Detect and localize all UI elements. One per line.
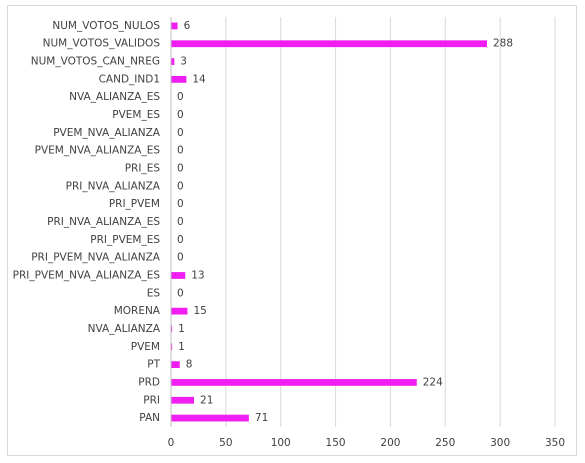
- y-tick-label: PRI_ES: [125, 163, 161, 175]
- x-tick-label: 50: [219, 437, 232, 449]
- data-label: 21: [200, 394, 213, 406]
- data-label: 0: [177, 180, 184, 192]
- bar: [171, 414, 249, 422]
- data-label: 8: [186, 359, 193, 371]
- y-tick-label: PVEM_NVA_ALIANZA_ES: [35, 145, 161, 157]
- data-label: 0: [177, 145, 184, 157]
- bar: [171, 307, 188, 315]
- data-label: 1: [178, 341, 185, 353]
- y-tick-label: CAND_IND1: [99, 73, 160, 85]
- x-tick-label: 150: [326, 437, 346, 449]
- chart-border: [7, 5, 577, 456]
- bar: [171, 22, 178, 30]
- y-tick-label: PRI_NVA_ALIANZA: [66, 180, 161, 192]
- y-tick-label: PRD: [138, 376, 160, 388]
- data-label: 13: [191, 269, 204, 281]
- bar: [171, 396, 195, 404]
- x-tick-label: 350: [545, 437, 565, 449]
- bar: [171, 343, 173, 351]
- bar: [171, 379, 417, 386]
- y-tick-label: PRI_PVEM_ES: [90, 234, 160, 246]
- x-tick-label: 200: [380, 437, 400, 449]
- y-tick-label: PRI_NVA_ALIANZA_ES: [47, 216, 160, 228]
- data-label: 14: [192, 73, 206, 85]
- y-tick-label: PRI_PVEM_NVA_ALIANZA_ES: [13, 269, 161, 281]
- y-tick-label: PVEM_NVA_ALIANZA: [53, 127, 161, 139]
- y-tick-label: PRI_PVEM_NVA_ALIANZA: [31, 252, 161, 264]
- data-label: 0: [177, 163, 184, 175]
- bar: [171, 325, 173, 333]
- data-label: 71: [255, 412, 268, 424]
- bar: [171, 40, 487, 48]
- y-tick-label: NUM_VOTOS_NULOS: [52, 20, 160, 32]
- data-label: 0: [177, 91, 184, 103]
- x-tick-label: 100: [271, 437, 291, 449]
- x-tick-label: 250: [435, 437, 455, 449]
- bar: [171, 58, 175, 65]
- bar: [171, 361, 180, 368]
- data-label: 0: [177, 234, 184, 246]
- data-label: 0: [177, 198, 184, 210]
- data-label: 1: [178, 323, 185, 335]
- data-label: 15: [193, 305, 206, 317]
- bar: [171, 76, 187, 83]
- y-tick-label: NUM_VOTOS_CAN_NREG: [31, 56, 160, 68]
- y-tick-label: PRI_PVEM: [109, 198, 160, 210]
- data-label: 3: [180, 56, 187, 68]
- y-tick-label: ES: [147, 287, 161, 299]
- x-tick-label: 0: [168, 437, 175, 449]
- y-tick-label: NVA_ALIANZA_ES: [69, 91, 160, 103]
- y-tick-label: NUM_VOTOS_VALIDOS: [43, 38, 161, 50]
- y-tick-label: PRI: [143, 394, 160, 406]
- data-label: 6: [184, 20, 191, 32]
- y-tick-label: MORENA: [114, 305, 161, 317]
- bar: [171, 272, 186, 279]
- data-label: 0: [177, 216, 184, 228]
- data-label: 0: [177, 127, 184, 139]
- y-tick-label: PAN: [139, 412, 160, 424]
- data-label: 0: [177, 109, 184, 121]
- data-label: 224: [423, 376, 443, 388]
- y-tick-label: PVEM: [131, 341, 160, 353]
- y-tick-label: NVA_ALIANZA: [88, 323, 161, 335]
- data-label: 0: [177, 252, 184, 264]
- data-label: 0: [177, 287, 184, 299]
- data-label: 288: [493, 38, 513, 50]
- x-tick-label: 300: [490, 437, 510, 449]
- y-tick-label: PT: [147, 359, 160, 371]
- y-tick-label: PVEM_ES: [112, 109, 160, 121]
